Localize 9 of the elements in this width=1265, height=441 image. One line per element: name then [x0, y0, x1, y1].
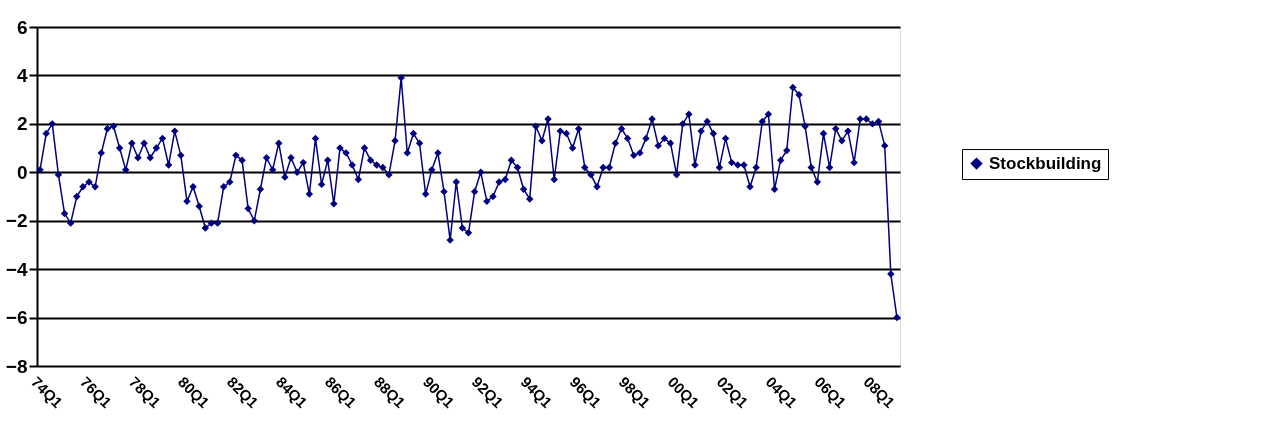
y-tick-label: 0: [16, 161, 28, 183]
legend-label: Stockbuilding: [989, 153, 1102, 173]
y-tick-label: −4: [5, 258, 28, 280]
y-tick-label: 2: [16, 113, 28, 135]
y-tick-label: 4: [16, 64, 28, 86]
y-tick-label: −8: [5, 355, 28, 377]
y-tick-label: −2: [5, 210, 28, 232]
y-tick-label: −6: [5, 307, 28, 329]
y-tick-label: 6: [16, 16, 28, 38]
